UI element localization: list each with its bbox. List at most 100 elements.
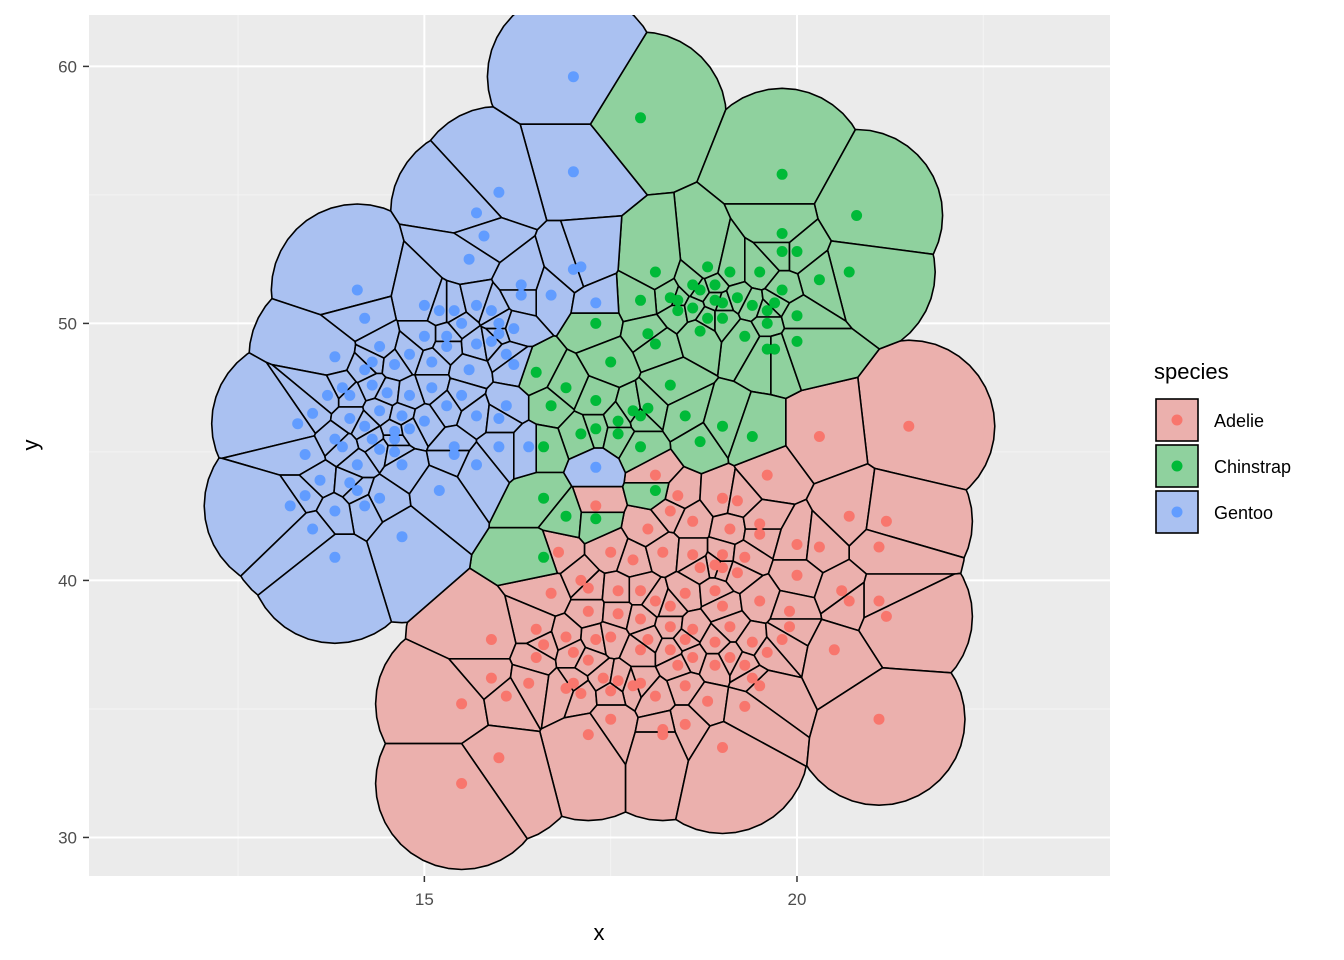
legend-title: species (1154, 359, 1229, 384)
point-chinstrap (635, 410, 646, 422)
point-gentoo (485, 305, 497, 317)
point-adelie (605, 685, 617, 697)
y-tick-label: 40 (58, 571, 77, 590)
point-adelie (873, 713, 885, 725)
point-adelie (724, 652, 736, 663)
point-adelie (649, 469, 661, 481)
point-chinstrap (717, 312, 728, 324)
point-gentoo (485, 335, 497, 347)
point-adelie (493, 752, 505, 764)
point-gentoo (471, 459, 482, 471)
point-adelie (836, 585, 848, 597)
point-gentoo (307, 407, 319, 419)
point-gentoo (366, 379, 378, 391)
point-gentoo (448, 305, 460, 317)
point-chinstrap (590, 423, 602, 435)
voronoi-cell-chinstrap (676, 319, 723, 377)
point-adelie (664, 600, 676, 612)
point-adelie (717, 600, 728, 612)
point-chinstrap (731, 292, 743, 304)
point-adelie (709, 659, 721, 671)
point-adelie (649, 690, 661, 702)
point-adelie (724, 621, 736, 633)
point-chinstrap (590, 317, 602, 329)
point-gentoo (389, 446, 401, 458)
point-gentoo (500, 400, 512, 412)
point-adelie (687, 623, 699, 635)
point-chinstrap (538, 551, 550, 563)
point-adelie (776, 634, 788, 645)
voronoi-cell-gentoo (365, 505, 473, 624)
point-gentoo (329, 551, 341, 563)
point-adelie (828, 644, 840, 656)
y-axis-title: y (18, 440, 43, 451)
point-gentoo (567, 71, 579, 83)
point-adelie (575, 574, 587, 586)
point-adelie (590, 634, 602, 645)
point-gentoo (441, 400, 453, 412)
point-adelie (627, 554, 639, 566)
voronoi-cell-gentoo (257, 533, 393, 645)
point-gentoo (307, 523, 319, 535)
point-chinstrap (694, 284, 706, 296)
point-chinstrap (791, 335, 803, 347)
point-gentoo (329, 351, 341, 363)
point-adelie (903, 420, 915, 432)
point-gentoo (381, 387, 393, 399)
point-adelie (530, 652, 542, 663)
point-adelie (597, 672, 609, 684)
point-adelie (605, 713, 617, 725)
point-gentoo (374, 405, 386, 417)
point-chinstrap (642, 402, 654, 414)
point-gentoo (500, 348, 512, 360)
point-adelie (679, 634, 691, 645)
point-adelie (873, 595, 885, 607)
point-gentoo (374, 492, 386, 504)
point-adelie (717, 549, 728, 561)
point-adelie (717, 742, 728, 753)
point-chinstrap (545, 400, 557, 412)
point-adelie (739, 659, 751, 671)
point-gentoo (515, 289, 527, 301)
point-adelie (545, 587, 557, 599)
point-gentoo (351, 284, 363, 296)
point-chinstrap (672, 305, 684, 317)
point-adelie (687, 515, 699, 527)
legend-label-gentoo: Gentoo (1214, 503, 1273, 523)
point-gentoo (404, 423, 415, 435)
point-adelie (843, 595, 855, 607)
legend-label-adelie: Adelie (1214, 411, 1264, 431)
point-adelie (649, 595, 661, 607)
point-gentoo (493, 317, 505, 329)
point-chinstrap (605, 356, 617, 368)
point-adelie (553, 546, 564, 558)
point-chinstrap (813, 274, 825, 286)
point-gentoo (329, 433, 341, 445)
point-adelie (582, 582, 594, 594)
point-adelie (635, 644, 646, 656)
point-adelie (754, 528, 766, 540)
point-gentoo (493, 186, 505, 198)
point-gentoo (478, 230, 490, 242)
point-chinstrap (679, 410, 691, 422)
point-adelie (657, 729, 669, 741)
point-adelie (873, 541, 885, 553)
point-gentoo (433, 485, 445, 496)
point-adelie (761, 646, 773, 658)
point-gentoo (463, 253, 475, 265)
point-chinstrap (746, 299, 758, 311)
point-adelie (560, 631, 572, 643)
point-adelie (679, 680, 691, 692)
point-adelie (717, 492, 728, 504)
voronoi-cell-adelie (865, 467, 974, 559)
point-gentoo (471, 299, 482, 311)
point-chinstrap (590, 513, 602, 525)
point-adelie (784, 605, 795, 617)
point-adelie (687, 549, 699, 561)
point-gentoo (366, 356, 378, 368)
point-gentoo (344, 477, 356, 489)
point-adelie (582, 605, 594, 617)
x-tick-label: 20 (788, 890, 807, 909)
point-adelie (500, 690, 512, 702)
point-adelie (709, 585, 721, 597)
